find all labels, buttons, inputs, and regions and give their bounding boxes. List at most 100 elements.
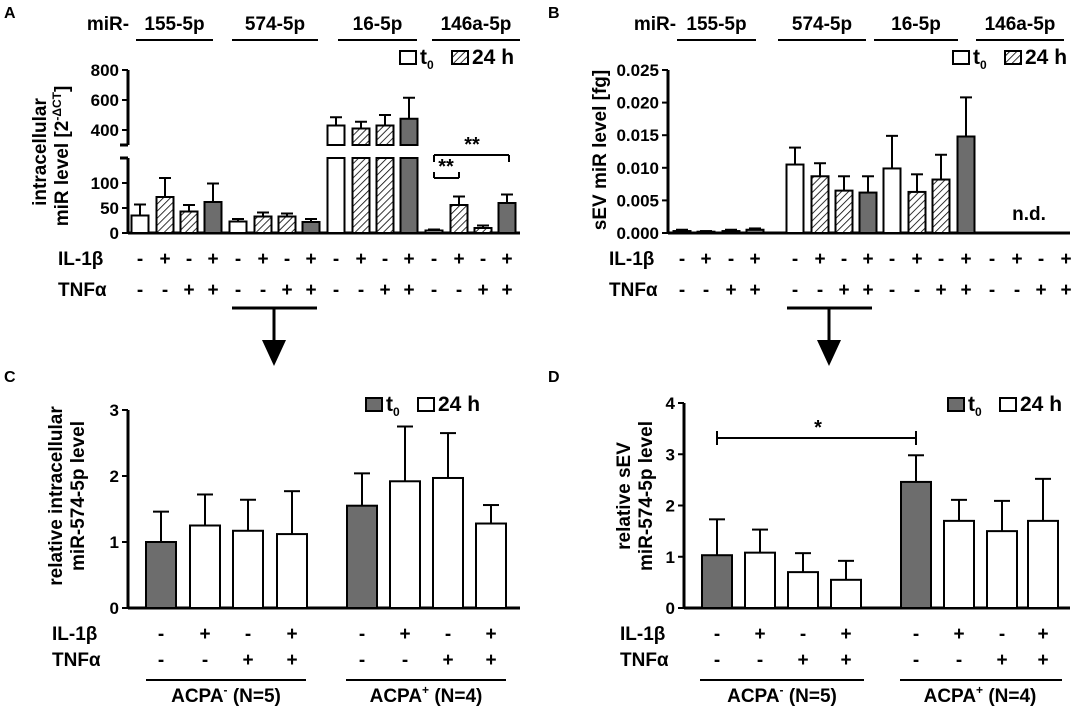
bar: [785, 163, 805, 234]
y-axis-label: intracellular: [30, 98, 51, 206]
il1b-sign: +: [257, 249, 268, 270]
flow-arrows: [232, 306, 872, 366]
legend-label: t0: [968, 393, 982, 419]
y-tick-label: 0: [110, 224, 119, 243]
tnfa-sign: +: [960, 280, 971, 301]
il1b-sign: +: [960, 249, 971, 270]
panel-letter-c: C: [4, 369, 16, 386]
mir-prefix: miR-: [634, 14, 676, 35]
tnfa-sign: -: [956, 650, 962, 671]
y-tick-label: 2: [666, 497, 675, 516]
tnfa-sign: -: [137, 280, 143, 301]
tnfa-sign: +: [403, 280, 414, 301]
bar: [432, 476, 464, 610]
il1b-sign: +: [754, 624, 765, 645]
axis-break-gap: [328, 146, 516, 157]
il1b-sign: -: [1038, 249, 1044, 270]
tnfa-sign: -: [889, 280, 895, 301]
tnfa-sign: +: [862, 280, 873, 301]
cohort-superscript: +: [422, 683, 429, 697]
tnfa-sign: -: [989, 280, 995, 301]
bar: [276, 533, 308, 610]
y-tick-label: 0.005: [616, 191, 659, 210]
y-tick-label: 2: [110, 467, 119, 486]
tnfa-sign: -: [359, 650, 365, 671]
il1b-sign: -: [235, 249, 241, 270]
y-tick-label: 0.000: [616, 224, 659, 243]
tnfa-sign: -: [235, 280, 241, 301]
tnfa-sign: +: [1037, 650, 1048, 671]
tnfa-sign: -: [757, 650, 763, 671]
il1b-sign: -: [889, 249, 895, 270]
cohort-superscript: +: [976, 683, 983, 697]
tnfa-sign: -: [1014, 280, 1020, 301]
legend-swatch: [417, 397, 435, 412]
y-axis-label-sup: -ΔCT: [50, 91, 64, 120]
group-header: 574-5p: [245, 14, 305, 35]
bar-lower-segment: [326, 157, 346, 234]
bar: [424, 229, 444, 234]
legend-swatch: [1004, 50, 1022, 65]
legend-subscript: 0: [975, 405, 982, 419]
il1b-sign: +: [1060, 249, 1071, 270]
tnfa-sign: +: [838, 280, 849, 301]
y-tick-label: 0.010: [616, 159, 659, 178]
bar: [145, 541, 177, 609]
bar: [858, 191, 878, 235]
bar: [810, 175, 830, 234]
row-label-tnfa: TNFα: [52, 650, 101, 671]
il1b-sign: +: [207, 249, 218, 270]
tnfa-sign: -: [817, 280, 823, 301]
significance-label: *: [814, 417, 822, 439]
il1b-sign: +: [749, 249, 760, 270]
bar: [232, 529, 264, 610]
tnfa-sign: +: [501, 280, 512, 301]
bar: [701, 554, 733, 610]
mir-prefix: miR-: [87, 14, 129, 35]
il1b-sign: +: [355, 249, 366, 270]
tnfa-sign: +: [797, 650, 808, 671]
legend-label: 24 h: [472, 46, 514, 69]
legend-label: t0: [386, 393, 400, 419]
y-tick-label: 3: [110, 401, 119, 420]
il1b-sign: -: [137, 249, 143, 270]
bar: [787, 571, 819, 609]
bar: [834, 189, 854, 234]
bar: [1027, 519, 1059, 609]
il1b-sign: +: [403, 249, 414, 270]
legend-subscript: 0: [393, 405, 400, 419]
y-tick-label: 0.020: [616, 94, 659, 113]
bar: [389, 480, 421, 609]
il1b-sign: +: [305, 249, 316, 270]
bar: [907, 190, 927, 234]
bar: [882, 167, 902, 234]
tnfa-sign: +: [281, 280, 292, 301]
bar-lower-segment: [399, 157, 419, 234]
cohort-label: ACPA+ (N=4): [370, 683, 483, 707]
legend-subscript: 0: [427, 58, 434, 72]
bar: [189, 524, 221, 609]
y-tick-label: 0.015: [616, 126, 659, 145]
tnfa-sign: +: [996, 650, 1007, 671]
y-axis-label-line2: miR-574-5p level: [68, 421, 89, 571]
bar: [449, 204, 469, 234]
bar: [931, 178, 951, 234]
cohort-count: (N=4): [429, 686, 482, 707]
bar: [375, 124, 395, 146]
legend-subscript: 0: [980, 58, 987, 72]
bar: [326, 124, 346, 146]
row-label-il1b: IL-1β: [58, 249, 103, 270]
il1b-sign: -: [382, 249, 388, 270]
panel-letter-b: B: [548, 5, 560, 22]
tnfa-sign: -: [679, 280, 685, 301]
cohort-count: (N=5): [784, 686, 837, 707]
cohort-superscript: -: [224, 683, 228, 697]
bar: [672, 230, 692, 235]
y-axis-label-line2: miR-574-5p level: [636, 421, 657, 571]
not-detected-label: n.d.: [1012, 204, 1046, 225]
y-tick-label: 1: [110, 533, 119, 552]
y-tick-label: 0: [666, 599, 675, 618]
tnfa-sign: +: [379, 280, 390, 301]
tnfa-sign: -: [714, 650, 720, 671]
